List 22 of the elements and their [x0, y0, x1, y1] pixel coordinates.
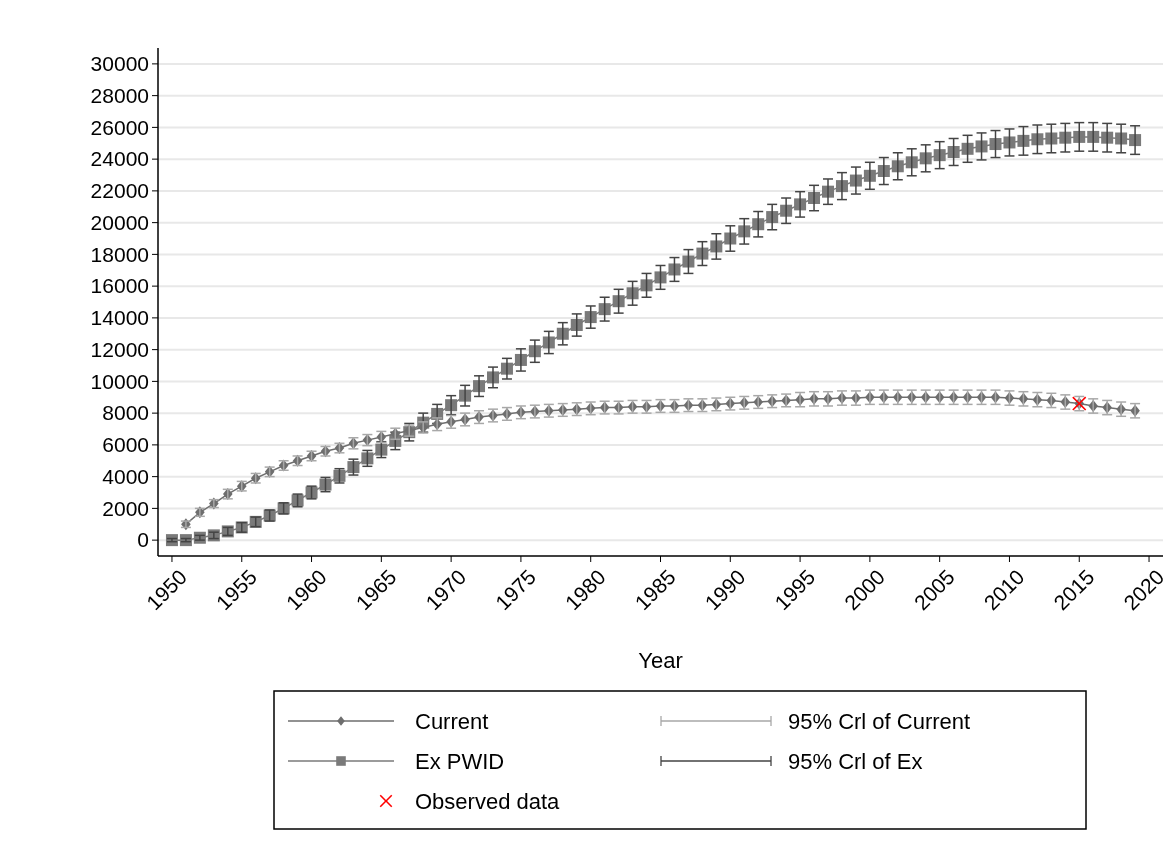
y-tick-label: 20000 — [90, 210, 149, 234]
y-tick-label: 24000 — [90, 147, 149, 171]
x-axis-title: Year — [638, 648, 683, 673]
y-tick-label: 10000 — [90, 369, 149, 393]
y-tick-label: 2000 — [102, 496, 149, 520]
legend-label: Ex PWID — [415, 748, 505, 774]
y-tick-label: 26000 — [90, 115, 149, 139]
y-tick-label: 8000 — [102, 401, 149, 425]
y-tick-label: 0 — [137, 528, 149, 552]
y-tick-label: 22000 — [90, 179, 149, 203]
y-tick-label: 12000 — [90, 337, 149, 361]
y-tick-label: 16000 — [90, 274, 149, 298]
y-tick-label: 14000 — [90, 306, 149, 330]
legend-label: Current — [415, 708, 489, 734]
y-tick-label: 4000 — [102, 464, 149, 488]
y-tick-label: 6000 — [102, 433, 149, 457]
y-tick-label: 30000 — [90, 52, 149, 76]
y-tick-label: 18000 — [90, 242, 149, 266]
text: 95% Crl of Ex — [788, 748, 923, 774]
legend-label: Observed data — [415, 788, 561, 814]
text: 95% Crl of Current — [788, 708, 971, 734]
y-tick-label: 28000 — [90, 83, 149, 107]
